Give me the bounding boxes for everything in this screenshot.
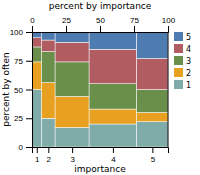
tick: 100 xyxy=(10,28,32,37)
tick: 50 xyxy=(14,86,32,95)
tick-label: 75 xyxy=(14,57,23,66)
tick-mark xyxy=(26,61,32,62)
y-axis-title: percent by often xyxy=(1,52,11,127)
tick-mark xyxy=(152,147,153,153)
tick-mark xyxy=(113,147,114,153)
tick-mark xyxy=(26,90,32,91)
tick: 2 xyxy=(47,147,52,164)
bar-segment xyxy=(89,124,137,147)
bar-segment xyxy=(55,42,89,62)
legend-swatch xyxy=(174,32,183,41)
legend-item: 4 xyxy=(174,44,191,54)
axis-line xyxy=(26,33,33,148)
bar-segment xyxy=(55,32,89,42)
bar-segment xyxy=(32,38,42,47)
bar-segment xyxy=(32,47,42,62)
bars xyxy=(32,32,168,147)
legend-swatch xyxy=(174,56,183,65)
bar-segment xyxy=(32,62,42,90)
tick-mark xyxy=(66,26,67,32)
tick-label: 100 xyxy=(162,16,176,25)
legend-label: 2 xyxy=(186,69,191,78)
axis-line xyxy=(33,26,169,33)
tick-label: 100 xyxy=(10,28,24,37)
tick-mark xyxy=(72,147,73,153)
tick: 1 xyxy=(35,147,40,164)
bar-segment xyxy=(42,118,56,147)
tick: 3 xyxy=(70,147,75,164)
bar-segment xyxy=(55,62,89,97)
legend-item: 3 xyxy=(174,56,191,66)
legend-label: 1 xyxy=(186,81,191,90)
tick-label: 25 xyxy=(62,16,71,25)
tick-mark xyxy=(134,26,135,32)
legend-label: 5 xyxy=(186,33,191,42)
tick-label: 2 xyxy=(47,155,52,164)
bar-segment xyxy=(42,52,56,83)
tick-label: 50 xyxy=(14,86,23,95)
tick: 5 xyxy=(151,147,156,164)
bar-segment xyxy=(137,32,168,58)
x2-axis-title: percent by importance xyxy=(49,1,152,11)
bar-segment xyxy=(137,58,168,89)
bar-segment xyxy=(32,90,42,148)
tick-mark xyxy=(26,32,32,33)
bar-segment xyxy=(89,84,137,109)
x2-axis: 0 25 50 75 100 xyxy=(30,16,175,33)
tick-mark xyxy=(48,147,49,153)
bar-segment xyxy=(42,83,56,119)
tick-mark xyxy=(168,26,169,32)
tick-label: 3 xyxy=(70,155,75,164)
tick: 50 xyxy=(96,16,105,32)
tick-label: 50 xyxy=(96,16,105,25)
tick-label: 1 xyxy=(35,155,40,164)
axis-line xyxy=(33,148,169,154)
legend-swatch xyxy=(174,68,183,77)
x-axis-title: importance xyxy=(74,164,126,174)
tick-label: 75 xyxy=(130,16,139,25)
tick-mark xyxy=(100,26,101,32)
legend-item: 1 xyxy=(174,80,191,90)
tick-mark xyxy=(32,26,33,32)
plot: 0255075100123450255075100 xyxy=(10,16,176,164)
x-axis: 12 3 4 5 xyxy=(33,147,169,164)
bar-segment xyxy=(55,96,89,127)
bar-segment xyxy=(42,40,56,52)
tick: 75 xyxy=(130,16,139,32)
legend: 5 4 3 2 1 xyxy=(174,32,191,90)
tick: 100 xyxy=(162,16,176,32)
bar-segment xyxy=(137,113,168,122)
tick-label: 4 xyxy=(111,155,116,164)
legend-swatch xyxy=(174,80,183,89)
legend-label: 4 xyxy=(186,45,191,54)
bar-segment xyxy=(89,49,137,84)
tick-mark xyxy=(26,118,32,119)
bar-segment xyxy=(137,90,168,113)
tick: 0 xyxy=(30,16,35,32)
frame xyxy=(168,32,169,147)
chart: 0255075100123450255075100importanceperce… xyxy=(0,0,200,175)
tick-mark xyxy=(26,147,32,148)
tick: 25 xyxy=(14,114,32,123)
tick: 4 xyxy=(111,147,116,164)
tick: 25 xyxy=(62,16,71,32)
tick-label: 0 xyxy=(19,143,24,152)
tick-mark xyxy=(37,147,38,153)
tick: 0 xyxy=(19,143,32,152)
bar-segment xyxy=(42,32,56,40)
bar-segment xyxy=(89,32,137,49)
tick-label: 0 xyxy=(30,16,35,25)
legend-label: 3 xyxy=(186,57,191,66)
bar-segment xyxy=(137,122,168,147)
tick-label: 5 xyxy=(151,155,156,164)
legend-swatch xyxy=(174,44,183,53)
tick-label: 25 xyxy=(14,114,23,123)
legend-item: 2 xyxy=(174,68,191,78)
bar-segment xyxy=(89,109,137,124)
legend-item: 5 xyxy=(174,32,191,42)
y-axis: 0 25 50 75 100 xyxy=(10,28,33,152)
tick: 75 xyxy=(14,57,32,66)
bar-segment xyxy=(55,127,89,147)
